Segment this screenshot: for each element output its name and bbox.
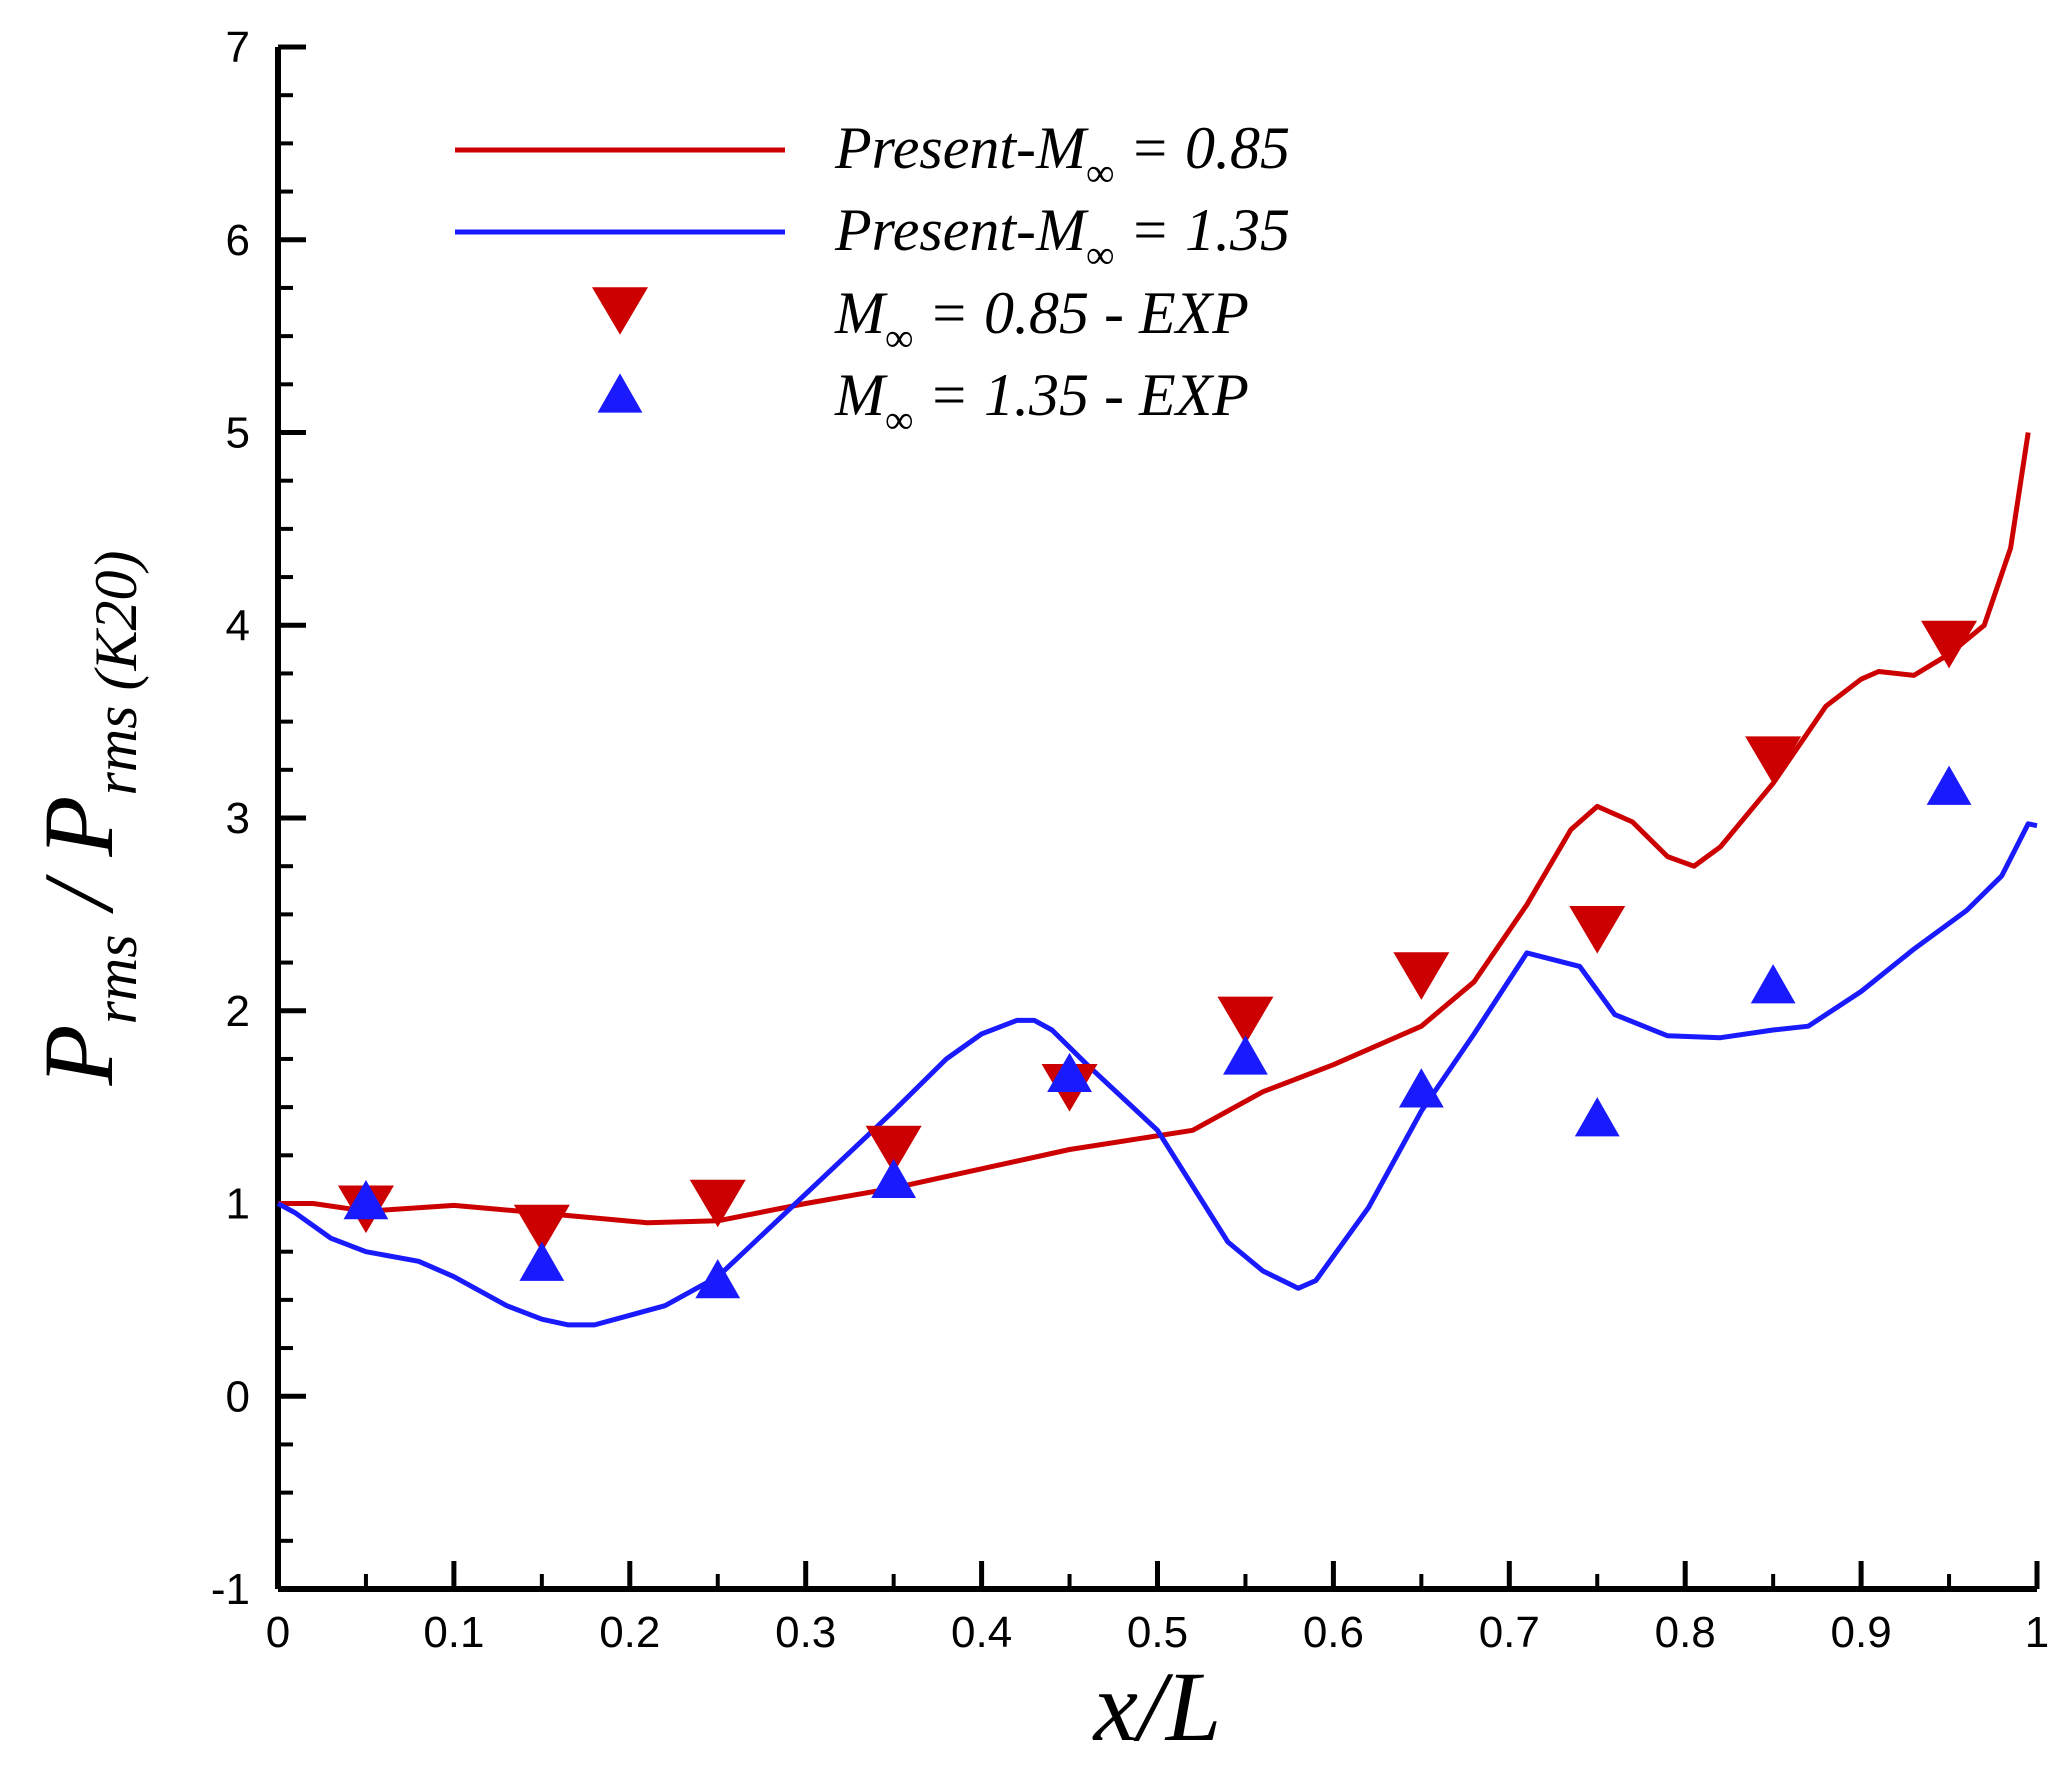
- series-3: [337, 620, 1978, 1253]
- axis-titles: x/L Prms / Prms (K20): [23, 550, 1221, 1762]
- data-point-marker: [343, 1180, 389, 1220]
- y-tick-label: 2: [226, 987, 250, 1036]
- x-tick-label: 0.6: [1303, 1608, 1364, 1657]
- series-2: [276, 821, 2038, 1328]
- data-point-marker: [1047, 1052, 1092, 1093]
- legend-label: Present-M∞ = 0.85: [834, 115, 1290, 195]
- data-point-marker: [871, 1158, 917, 1199]
- y-tick-label: 1: [226, 1180, 250, 1229]
- x-tick-label: 0.8: [1655, 1608, 1716, 1657]
- ticks: 0 0.1 0.2 0.3 0.4 0.5 0.6 0.7 0.8 0.9 1 -1 0 1 2 3 4 5 6 7: [211, 23, 2049, 1657]
- data-point-marker: [1926, 765, 1972, 805]
- legend-marker-swatch: [592, 287, 648, 335]
- y-tick-label: 7: [226, 23, 250, 72]
- x-tick-label: 0.1: [423, 1608, 484, 1657]
- y-tick-label: 4: [226, 601, 250, 650]
- y-tick-label: 5: [226, 409, 250, 458]
- data-point-marker: [519, 1241, 565, 1281]
- data-point-marker: [1398, 1068, 1444, 1108]
- data-point-marker: [1217, 996, 1274, 1045]
- data-point-marker: [695, 1259, 741, 1299]
- axes: [275, 47, 2037, 1592]
- series-line: [278, 432, 2031, 1226]
- data-point-marker: [1574, 1097, 1620, 1137]
- x-tick-label: 0: [266, 1608, 290, 1657]
- legend-entry-3: M∞ = 0.85 - EXP: [592, 280, 1249, 360]
- data-point-marker: [1750, 964, 1796, 1004]
- data-point-marker: [1745, 736, 1802, 784]
- y-tick-label: 0: [226, 1372, 250, 1421]
- legend-marker-swatch: [597, 373, 643, 413]
- x-tick-label: 0.5: [1127, 1608, 1188, 1657]
- x-tick-label: 1: [2025, 1608, 2049, 1657]
- legend-entry-2: Present-M∞ = 1.35: [455, 197, 1290, 277]
- data-point-marker: [1393, 952, 1450, 1000]
- data-point-marker: [865, 1125, 922, 1174]
- series-4: [343, 765, 1972, 1299]
- x-tick-label: 0.2: [599, 1608, 660, 1657]
- y-tick-label: 3: [226, 794, 250, 843]
- data-point-marker: [689, 1179, 746, 1228]
- data-point-marker: [1569, 905, 1626, 954]
- y-axis-title: Prms / Prms (K20): [23, 550, 149, 1086]
- x-axis-title: x/L: [1092, 1651, 1222, 1762]
- legend-label: Present-M∞ = 1.35: [834, 197, 1290, 277]
- legend-entry-1: Present-M∞ = 0.85: [455, 115, 1290, 195]
- x-tick-label: 0.9: [1831, 1608, 1892, 1657]
- data-point-marker: [1223, 1035, 1268, 1075]
- legend-label: M∞ = 1.35 - EXP: [834, 362, 1249, 442]
- x-tick-label: 0.7: [1479, 1608, 1540, 1657]
- x-tick-label: 0.3: [775, 1608, 836, 1657]
- x-tick-label: 0.4: [951, 1608, 1012, 1657]
- series-line: [276, 821, 2038, 1328]
- data-point-marker: [513, 1204, 570, 1253]
- legend-entry-4: M∞ = 1.35 - EXP: [597, 362, 1249, 442]
- y-tick-label: 6: [226, 216, 250, 265]
- series-1: [278, 432, 2031, 1226]
- legend-label: M∞ = 0.85 - EXP: [834, 280, 1249, 360]
- data-point-marker: [1921, 620, 1978, 669]
- y-tick-label: -1: [211, 1565, 250, 1614]
- series-layer: [276, 432, 2038, 1328]
